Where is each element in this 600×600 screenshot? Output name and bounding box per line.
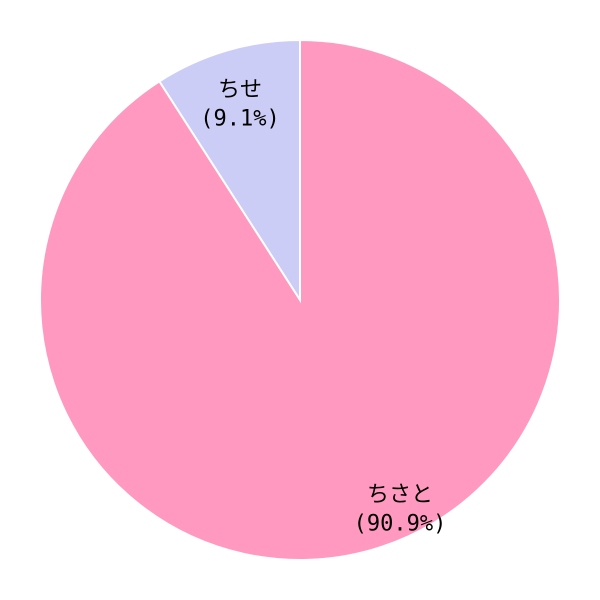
slice-label-name: ちさと (354, 481, 447, 510)
slice-label-percent: (9.1%) (200, 105, 279, 134)
pie-svg (0, 0, 600, 600)
slice-label-percent: (90.9%) (354, 510, 447, 539)
pie-slice-ちさと (40, 40, 560, 560)
slice-label-name: ちせ (200, 76, 279, 105)
pie-chart: ちせ(9.1%) ちさと(90.9%) (0, 0, 600, 600)
slice-label-ちせ: ちせ(9.1%) (200, 76, 279, 133)
slice-label-ちさと: ちさと(90.9%) (354, 481, 447, 538)
